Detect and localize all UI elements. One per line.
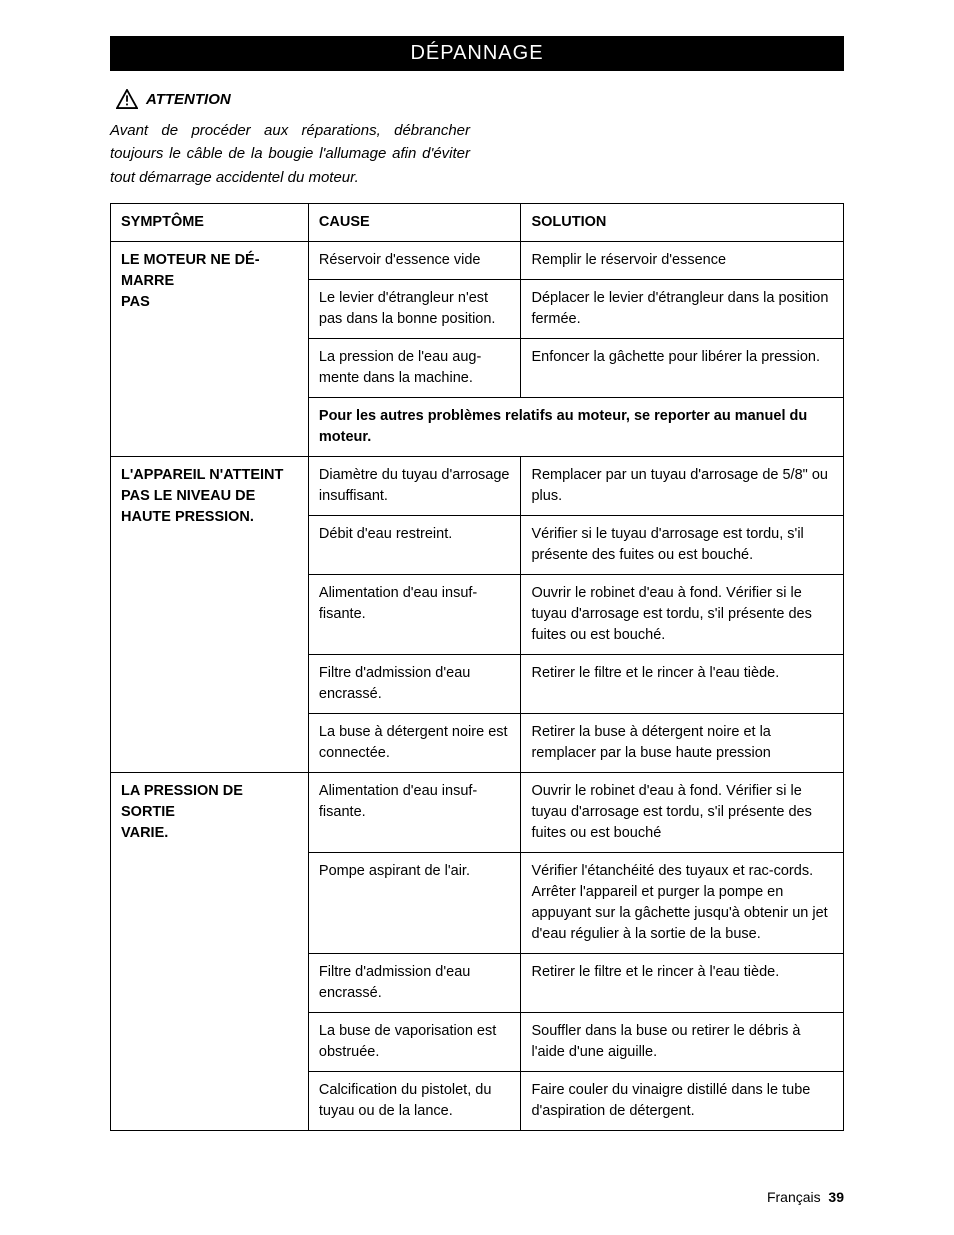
cause-cell: Réservoir d'essence vide — [308, 241, 521, 279]
header-symptom: SYMPTÔME — [111, 203, 309, 241]
solution-cell: Déplacer le levier d'étrangleur dans la … — [521, 279, 844, 338]
cause-cell: Filtre d'admission d'eau encrassé. — [308, 954, 521, 1013]
header-cause: CAUSE — [308, 203, 521, 241]
solution-cell: Enfoncer la gâchette pour libérer la pre… — [521, 338, 844, 397]
cause-cell: Pompe aspirant de l'air. — [308, 853, 521, 954]
symptom-cell: L'APPAREIL N'ATTEINT PAS LE NIVEAU DE HA… — [111, 456, 309, 772]
solution-cell: Remplacer par un tuyau d'arrosage de 5/8… — [521, 456, 844, 515]
warning-triangle-icon — [116, 89, 138, 109]
cause-cell: Diamètre du tuyau d'arrosage insuffisant… — [308, 456, 521, 515]
attention-heading: ATTENTION — [110, 89, 844, 109]
symptom-cell: LA PRESSION DE SORTIEVARIE. — [111, 773, 309, 1131]
cause-cell: La pression de l'eau aug-mente dans la m… — [308, 338, 521, 397]
cause-cell: Le levier d'étrangleur n'est pas dans la… — [308, 279, 521, 338]
troubleshooting-table: SYMPTÔME CAUSE SOLUTION LE MOTEUR NE DÉ-… — [110, 203, 844, 1132]
solution-cell: Vérifier l'étanchéité des tuyaux et rac-… — [521, 853, 844, 954]
cause-cell: Calcification du pistolet, du tuyau ou d… — [308, 1072, 521, 1131]
page-footer: Français 39 — [767, 1189, 844, 1205]
attention-intro-text: Avant de procéder aux réparations, débra… — [110, 119, 470, 189]
table-row: LA PRESSION DE SORTIEVARIE.Alimentation … — [111, 773, 844, 853]
symptom-cell: LE MOTEUR NE DÉ-MARREPAS — [111, 241, 309, 456]
solution-cell: Vérifier si le tuyau d'arrosage est tord… — [521, 515, 844, 574]
solution-cell: Retirer la buse à détergent noire et la … — [521, 714, 844, 773]
cause-cell: La buse de vaporisation est obstruée. — [308, 1013, 521, 1072]
table-row: LE MOTEUR NE DÉ-MARREPASRéservoir d'esse… — [111, 241, 844, 279]
solution-cell: Remplir le réservoir d'essence — [521, 241, 844, 279]
footer-language: Français — [767, 1189, 821, 1205]
solution-cell: Souffler dans la buse ou retirer le débr… — [521, 1013, 844, 1072]
solution-cell: Retirer le filtre et le rincer à l'eau t… — [521, 654, 844, 713]
document-page: DÉPANNAGE ATTENTION Avant de procéder au… — [0, 0, 954, 1235]
cause-cell: Alimentation d'eau insuf-fisante. — [308, 574, 521, 654]
cause-cell: La buse à détergent noire est connectée. — [308, 714, 521, 773]
solution-cell: Retirer le filtre et le rincer à l'eau t… — [521, 954, 844, 1013]
section-banner: DÉPANNAGE — [110, 36, 844, 71]
solution-cell: Ouvrir le robinet d'eau à fond. Vérifier… — [521, 773, 844, 853]
attention-label: ATTENTION — [146, 91, 231, 108]
cause-cell: Débit d'eau restreint. — [308, 515, 521, 574]
table-body: LE MOTEUR NE DÉ-MARREPASRéservoir d'esse… — [111, 241, 844, 1130]
solution-cell: Ouvrir le robinet d'eau à fond. Vérifier… — [521, 574, 844, 654]
footer-page-number: 39 — [828, 1189, 844, 1205]
table-header-row: SYMPTÔME CAUSE SOLUTION — [111, 203, 844, 241]
cause-cell: Alimentation d'eau insuf-fisante. — [308, 773, 521, 853]
cause-cell: Filtre d'admission d'eau encrassé. — [308, 654, 521, 713]
solution-cell: Faire couler du vinaigre distillé dans l… — [521, 1072, 844, 1131]
banner-title: DÉPANNAGE — [410, 42, 543, 64]
table-row: L'APPAREIL N'ATTEINT PAS LE NIVEAU DE HA… — [111, 456, 844, 515]
note-cell: Pour les autres problèmes relatifs au mo… — [308, 397, 843, 456]
header-solution: SOLUTION — [521, 203, 844, 241]
